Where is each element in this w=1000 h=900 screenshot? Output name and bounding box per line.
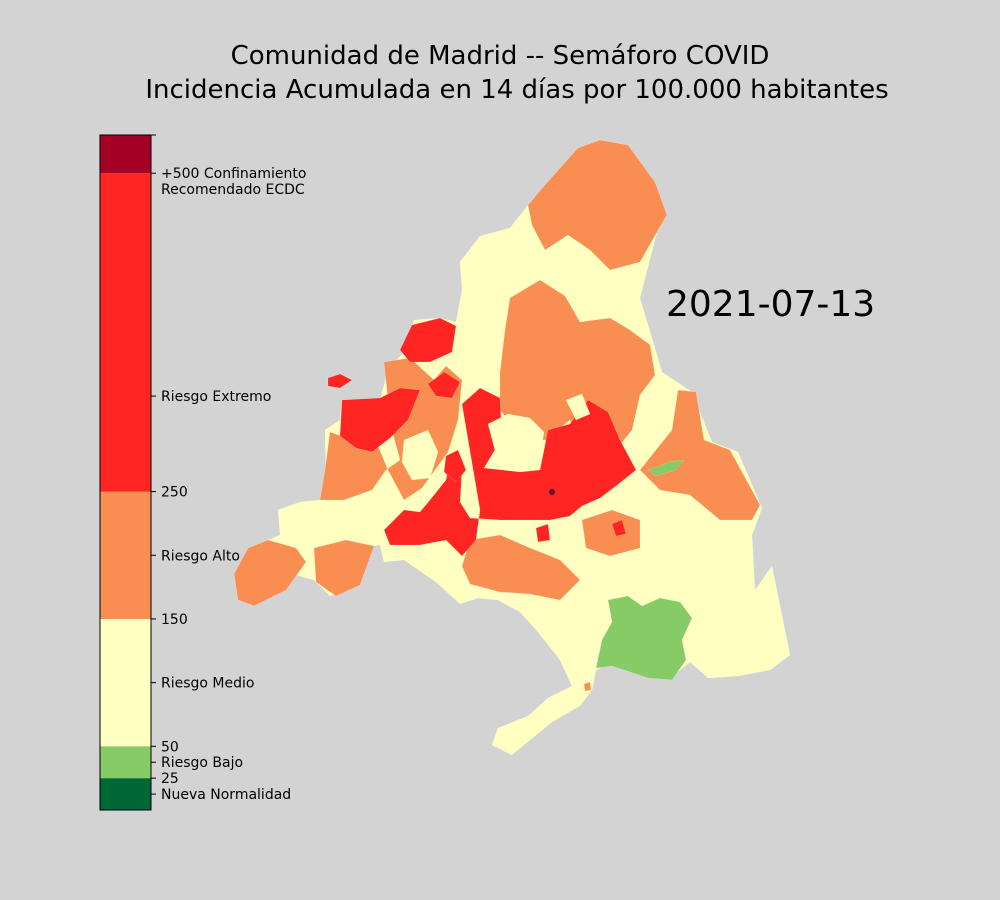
- region-south-dot: [583, 681, 592, 692]
- colorbar-tick-label-4: Riesgo Medio: [161, 676, 254, 692]
- region-east-strip: [639, 389, 761, 521]
- region-interior-medio-1: [487, 413, 545, 469]
- date-label: 2021-07-13: [666, 284, 876, 325]
- region-interior-medio-2: [401, 429, 439, 481]
- colorbar-band-1: [100, 746, 151, 779]
- chart-title-line-2: Incidencia Acumulada en 14 días por 100.…: [145, 75, 889, 105]
- colorbar-tick-label-1: 25: [161, 771, 179, 787]
- region-southwest-tip: [233, 539, 307, 607]
- colorbar-band-5: [100, 135, 151, 174]
- colorbar-tick-label-7: 250: [161, 485, 188, 501]
- region-northeast-band: [499, 279, 656, 471]
- madrid-center-marker: [549, 489, 555, 495]
- region-metro-red-3: [535, 523, 551, 543]
- region-nw-red-2: [339, 387, 421, 453]
- region-southwest-2: [313, 539, 375, 597]
- region-metro-core: [383, 387, 637, 557]
- colorbar-tick-label-3: 50: [161, 739, 179, 755]
- colorbar-tick-label-9: +500 Confinamiento Recomendado ECDC: [161, 166, 306, 198]
- region-nw-red-3: [327, 373, 353, 389]
- region-metro-red-2: [443, 449, 467, 483]
- region-interior-medio-3: [565, 393, 591, 421]
- region-north: [527, 139, 668, 271]
- colorbar-band-0: [100, 778, 151, 810]
- region-east-green: [647, 459, 685, 477]
- colorbar-tick-label-6: Riesgo Alto: [161, 548, 240, 564]
- region-south-orange: [461, 534, 581, 601]
- colorbar-tick-label-0: Nueva Normalidad: [161, 787, 291, 803]
- region-south-orange-2: [581, 509, 641, 557]
- region-nw-red-1: [399, 317, 457, 363]
- colorbar-tick-label-2: Riesgo Bajo: [161, 755, 243, 771]
- colorbar-band-2: [100, 618, 151, 747]
- colorbar-tick-label-5: 150: [161, 612, 188, 628]
- region-nw-red-4: [427, 371, 461, 399]
- chart-title-line-1: Comunidad de Madrid -- Semáforo COVID: [230, 41, 770, 71]
- region-southeast-green: [595, 595, 693, 681]
- colorbar-band-4: [100, 173, 151, 492]
- colorbar-band-3: [100, 491, 151, 619]
- colorbar-frame: [99, 134, 152, 811]
- region-metro-red-4: [611, 519, 627, 537]
- colorbar-tick-label-8: Riesgo Extremo: [161, 389, 271, 405]
